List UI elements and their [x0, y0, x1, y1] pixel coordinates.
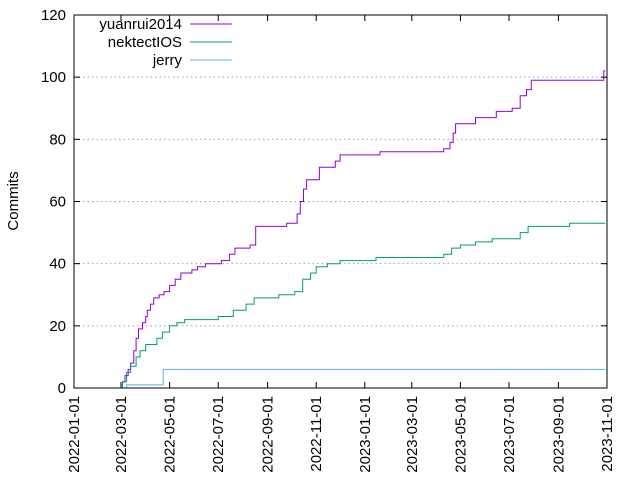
x-tick-label: 2022-01-01 [66, 396, 83, 473]
x-tick-label: 2022-05-01 [162, 396, 179, 473]
series-line-yuanrui2014 [117, 70, 606, 389]
gridlines [74, 76, 607, 327]
x-tick-label: 2023-09-01 [550, 396, 567, 473]
x-tick-label: 2023-01-01 [357, 396, 374, 473]
legend-label: yuanrui2014 [99, 16, 182, 33]
y-tick-label: 80 [49, 131, 66, 148]
y-tick-label: 60 [49, 194, 66, 211]
x-tick-label: 2023-05-01 [452, 396, 469, 473]
y-tick-label: 100 [41, 69, 66, 86]
x-tick-label: 2022-09-01 [260, 396, 277, 473]
legend-label: nektectIOS [108, 34, 182, 51]
x-tick-label: 2022-11-01 [308, 396, 325, 472]
x-tick-label: 2023-11-01 [599, 396, 616, 472]
y-tick-label: 0 [58, 380, 66, 397]
legend-label: jerry [152, 52, 183, 69]
y-tick-label: 40 [49, 256, 66, 273]
series-line-nektectios [120, 222, 606, 389]
x-tick-label: 2023-07-01 [501, 396, 518, 473]
x-tick-label: 2022-03-01 [113, 396, 130, 473]
y-tick-label: 120 [41, 7, 66, 24]
y-axis: 0 20 40 60 80 100 120 [41, 7, 607, 397]
x-tick-label: 2022-07-01 [210, 396, 227, 473]
x-axis: 2022-01-01 2022-03-01 2022-05-01 2022-07-01… [66, 15, 616, 473]
y-axis-title: Commits [5, 171, 22, 230]
series-lines [117, 70, 606, 389]
y-tick-label: 20 [49, 318, 66, 335]
x-tick-label: 2023-03-01 [404, 396, 421, 473]
